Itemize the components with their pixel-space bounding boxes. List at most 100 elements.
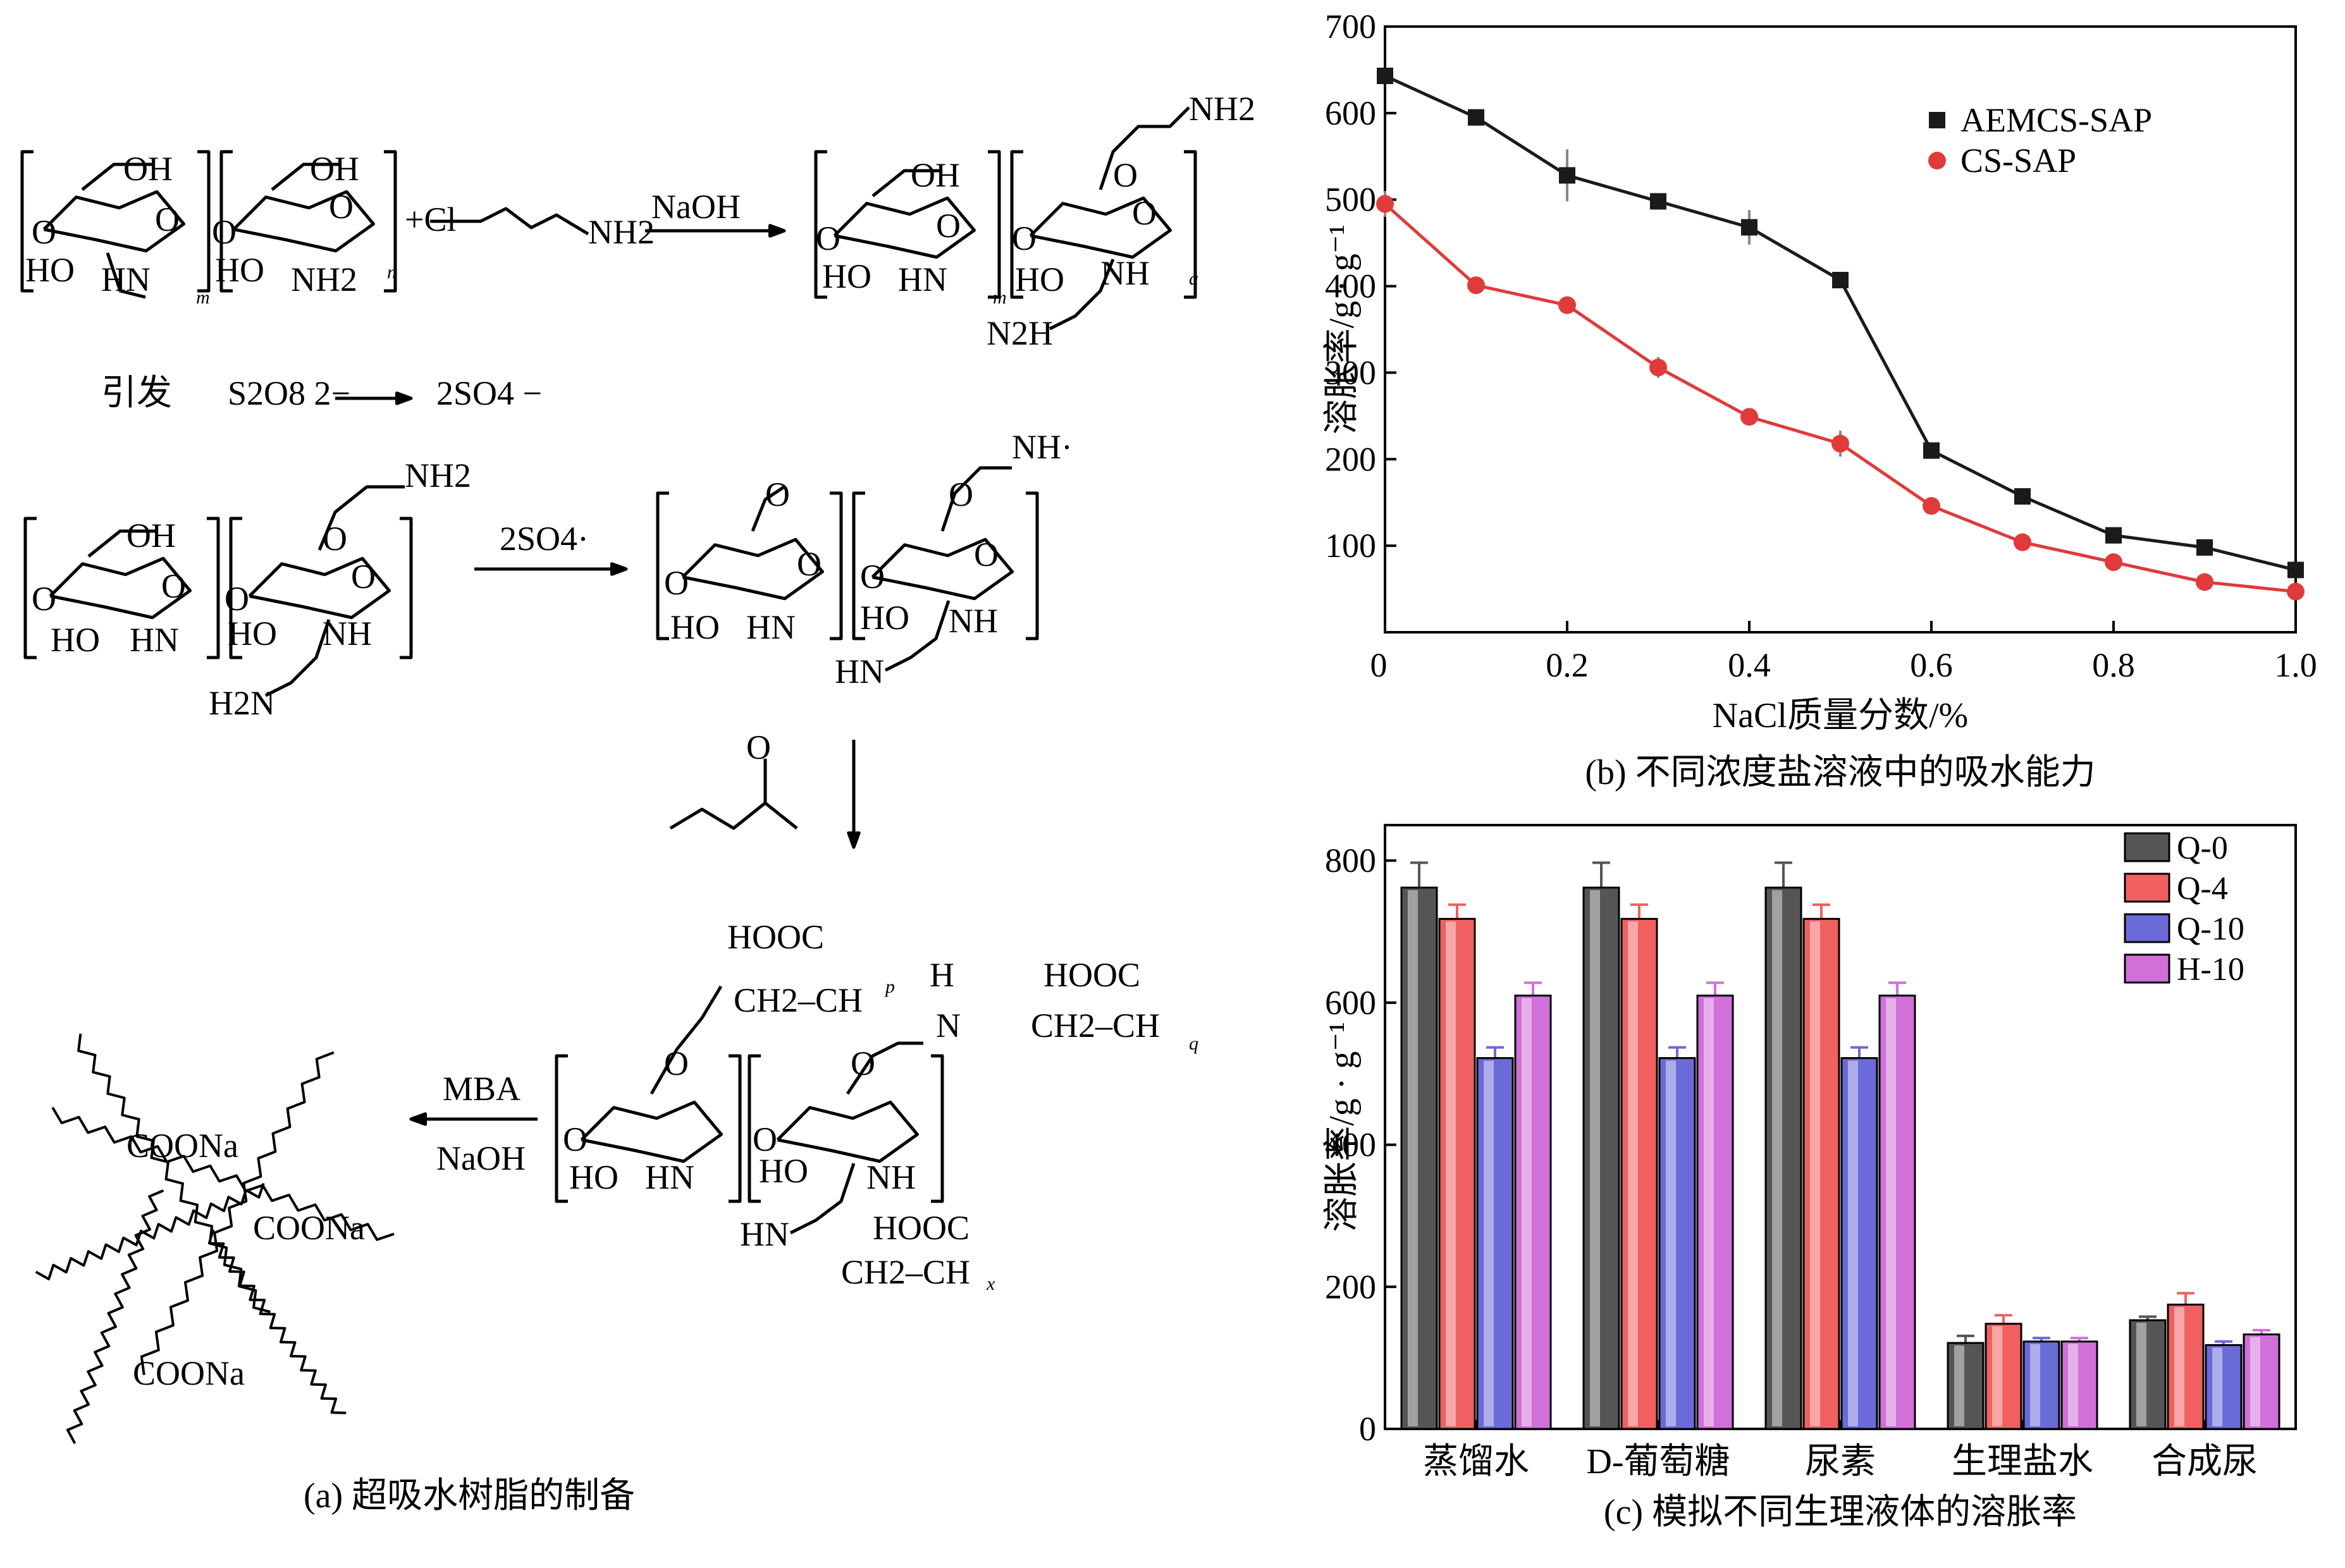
data-point xyxy=(2287,561,2304,579)
bar-Q-4 xyxy=(1802,917,1840,1430)
bar-highlight xyxy=(2212,1347,2222,1426)
y-tick-label: 200 xyxy=(1325,1268,1376,1306)
polymer-bracket xyxy=(384,150,397,293)
label-o: O xyxy=(949,475,973,513)
label-ho: HO xyxy=(569,1158,619,1196)
label-oh: OH xyxy=(126,517,176,554)
label-initiate: 引发 xyxy=(101,374,172,413)
legend-swatch xyxy=(2124,832,2170,862)
bar-Q-4 xyxy=(1985,1323,2022,1430)
caption-a: (a) 超吸水树脂的制备 xyxy=(304,1476,636,1516)
bar-highlight xyxy=(1992,1326,2002,1426)
label-o: O xyxy=(797,545,822,583)
label-o: O xyxy=(212,213,237,251)
bond-line xyxy=(871,169,942,197)
polymer-chain xyxy=(66,1189,164,1444)
data-point xyxy=(1831,434,1849,453)
bar-highlight xyxy=(1408,890,1418,1426)
sub-q: q xyxy=(1189,1033,1198,1054)
bond-line xyxy=(940,466,1012,532)
arrow-head xyxy=(847,831,861,849)
bar-highlight xyxy=(1810,921,1820,1426)
data-point xyxy=(2105,553,2122,572)
label-naoh: NaOH xyxy=(436,1139,526,1177)
legend-label: Q-0 xyxy=(2177,830,2228,866)
polymer-bracket xyxy=(1026,491,1039,640)
data-point xyxy=(2014,533,2031,551)
label-o: O xyxy=(329,188,354,226)
legend-label: Q-10 xyxy=(2177,911,2244,947)
polymer-bracket xyxy=(656,491,669,640)
legend-swatch xyxy=(2124,953,2170,984)
bar-H-10 xyxy=(2243,1333,2280,1430)
x-axis-label: NaCl质量分数/% xyxy=(1713,696,1968,735)
data-point xyxy=(1558,296,1576,314)
label-hn: HN xyxy=(746,608,796,646)
bar-Q-4 xyxy=(1620,917,1658,1430)
bar-highlight xyxy=(2174,1307,2184,1426)
data-point xyxy=(1740,408,1758,426)
data-point xyxy=(1832,271,1849,288)
label-ho: HO xyxy=(215,251,264,289)
polymer-bracket xyxy=(814,150,827,299)
data-point xyxy=(2105,527,2122,544)
y-tick-label: 800 xyxy=(1325,842,1376,879)
bond-line xyxy=(81,162,152,191)
polymer-bracket xyxy=(988,150,1001,299)
category-label: 尿素 xyxy=(1805,1442,1876,1481)
series-line-AEMCS-SAP xyxy=(1384,74,2296,572)
label-nh: NH xyxy=(1100,254,1150,292)
polymer-bracket xyxy=(1010,150,1023,299)
bond-line xyxy=(751,485,785,532)
sub-n: n xyxy=(387,262,397,283)
bond-line xyxy=(1099,106,1190,190)
bar-highlight xyxy=(2030,1344,2040,1426)
label-o: O xyxy=(351,558,376,596)
label-nh2: NH2 xyxy=(291,260,357,298)
bar-Q-0 xyxy=(2129,1319,2167,1430)
label-o: O xyxy=(746,728,771,766)
category-label: 蒸馏水 xyxy=(1423,1442,1529,1481)
sub-a: a xyxy=(1189,268,1198,289)
data-point xyxy=(1923,442,1940,459)
label-nh2: NH2 xyxy=(405,456,471,494)
label-h2n: H2N xyxy=(209,684,275,722)
series-line-CS-SAP xyxy=(1384,202,2296,594)
arrow-head xyxy=(768,224,786,238)
label-ho: HO xyxy=(759,1152,808,1190)
label-naoh: NaOH xyxy=(651,188,741,226)
bar-Q-10 xyxy=(1658,1057,1696,1430)
data-point xyxy=(1649,358,1667,377)
sugar-ring xyxy=(833,196,976,259)
sugar-ring xyxy=(42,190,185,253)
polymer-chain xyxy=(77,1033,271,1313)
data-point xyxy=(1741,219,1757,236)
label-ho: HO xyxy=(670,608,720,646)
bar-highlight xyxy=(1772,890,1782,1426)
polymer-bracket xyxy=(1184,150,1197,299)
label-o: O xyxy=(860,558,885,596)
bond-line xyxy=(106,252,146,299)
bar-Q-0 xyxy=(1947,1342,1985,1430)
label-ho: HO xyxy=(1015,260,1064,298)
polymer-bracket xyxy=(748,1054,761,1203)
label-o: O xyxy=(32,580,56,618)
sugar-ring xyxy=(232,190,375,253)
data-point xyxy=(2196,573,2213,591)
y-tick-label: 600 xyxy=(1325,94,1376,132)
plot-frame xyxy=(1384,25,2297,634)
sugar-ring xyxy=(580,1100,723,1163)
bar-highlight xyxy=(2136,1323,2146,1426)
polymer-chain xyxy=(51,1106,395,1241)
bar-Q-0 xyxy=(1582,886,1620,1430)
label-hn: HN xyxy=(645,1158,694,1196)
sugar-ring xyxy=(776,1100,919,1163)
legend-label: AEMCS-SAP xyxy=(1960,101,2152,139)
line-chart-b: 100 200 300 400 500 600 700 0 0.2 0.4 0.6 0.8 1.0 NaC… xyxy=(1315,0,2345,797)
label-hooc: HOOC xyxy=(727,918,824,956)
label-o: O xyxy=(1132,194,1157,232)
bond-line xyxy=(87,529,158,558)
legend-label: CS-SAP xyxy=(1960,142,2076,180)
polymer-bracket xyxy=(20,150,34,293)
